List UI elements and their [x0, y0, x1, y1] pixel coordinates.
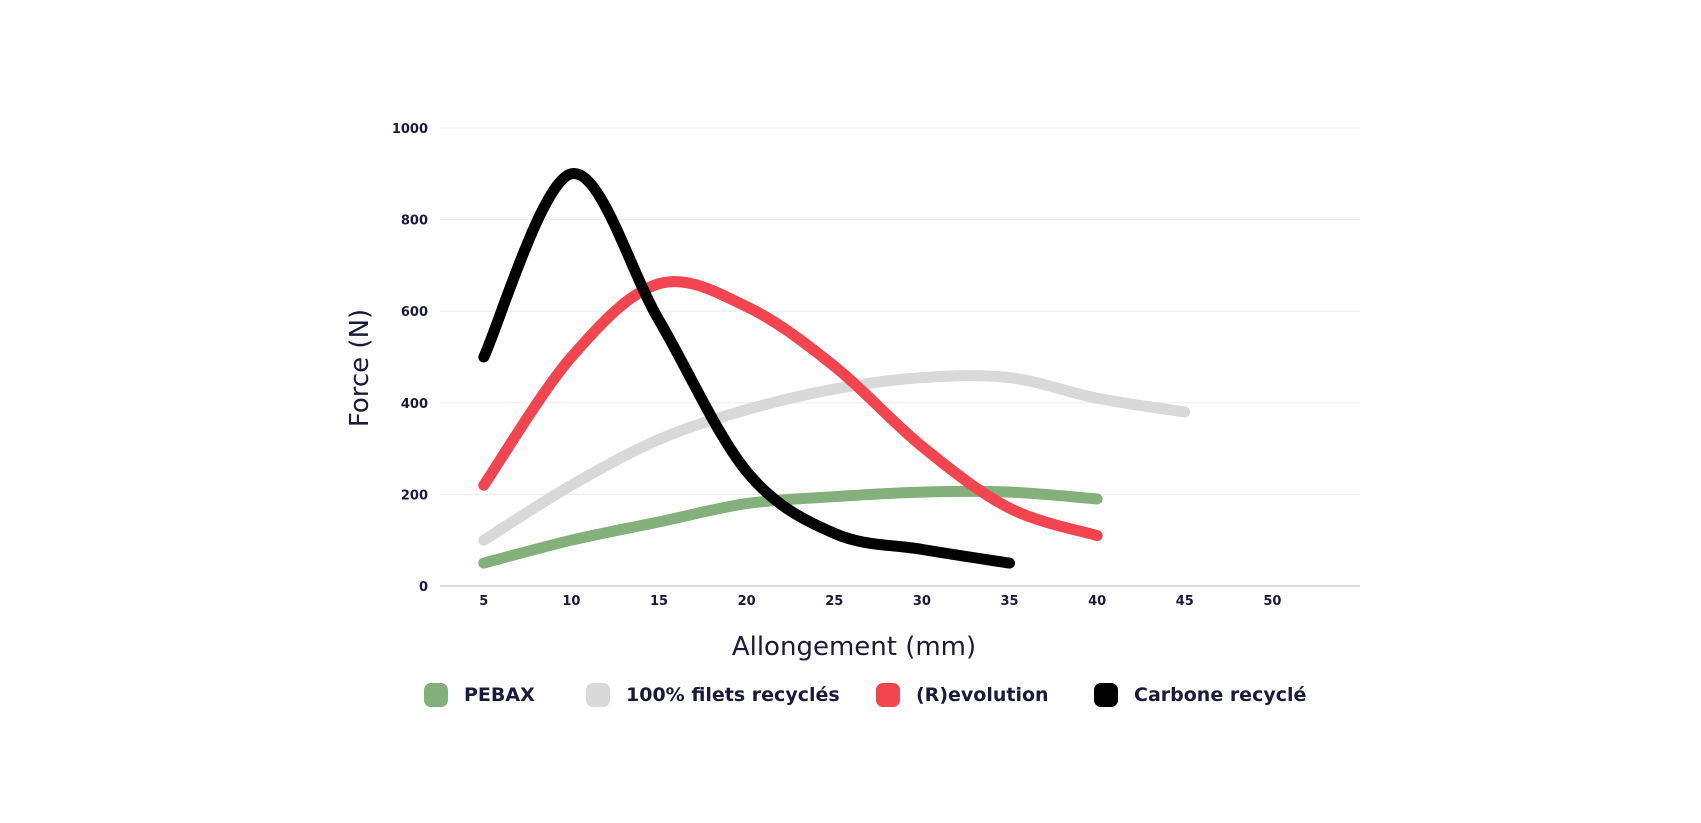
y-tick-label: 400 [401, 397, 428, 412]
legend-swatch-pebax [424, 683, 448, 707]
x-tick-label: 10 [562, 594, 580, 609]
y-axis-label: Force (N) [345, 309, 375, 427]
grid [440, 127, 1360, 587]
x-tick-label: 25 [825, 594, 843, 609]
legend-item-revolution: (R)evolution [876, 683, 1049, 707]
y-tick-label: 1000 [392, 122, 428, 137]
x-tick-label: 35 [1000, 594, 1018, 609]
legend-label-revolution: (R)evolution [916, 684, 1049, 706]
y-tick-label: 0 [419, 580, 428, 595]
y-tick-label: 200 [401, 488, 428, 503]
y-tick-label: 600 [401, 305, 428, 320]
series-line-carbone-recycle [478, 168, 1016, 569]
x-tick-label: 15 [650, 594, 668, 609]
series-lines [478, 168, 1191, 569]
legend: PEBAX 100% filets recyclés (R)evolution … [0, 683, 1701, 723]
legend-label-filets-recycles: 100% filets recyclés [626, 684, 840, 706]
series-line-r-evolution [478, 276, 1103, 542]
legend-swatch-carbone-recycle [1094, 683, 1118, 707]
x-tick-label: 30 [913, 594, 931, 609]
x-tick-label: 50 [1263, 594, 1281, 609]
legend-label-pebax: PEBAX [464, 684, 535, 706]
y-axis-ticks: 0 200 400 600 800 1000 [392, 122, 428, 595]
y-tick-label: 800 [401, 214, 428, 229]
x-tick-label: 20 [738, 594, 756, 609]
legend-item-carbone-recycle: Carbone recyclé [1094, 683, 1306, 707]
x-tick-label: 40 [1088, 594, 1106, 609]
x-axis-label: Allongement (mm) [732, 632, 976, 662]
legend-swatch-filets-recycles [586, 683, 610, 707]
legend-item-pebax: PEBAX [424, 683, 535, 707]
x-axis-ticks: 5 10 15 20 25 30 35 40 45 50 [479, 594, 1281, 609]
legend-item-filets-recycles: 100% filets recyclés [586, 683, 840, 707]
series-line-pebax [478, 485, 1103, 569]
x-tick-label: 45 [1176, 594, 1194, 609]
series-line-100-filets-recycles [478, 370, 1191, 546]
legend-label-carbone-recycle: Carbone recyclé [1134, 684, 1307, 706]
legend-swatch-revolution [876, 683, 900, 707]
x-tick-label: 5 [479, 594, 488, 609]
